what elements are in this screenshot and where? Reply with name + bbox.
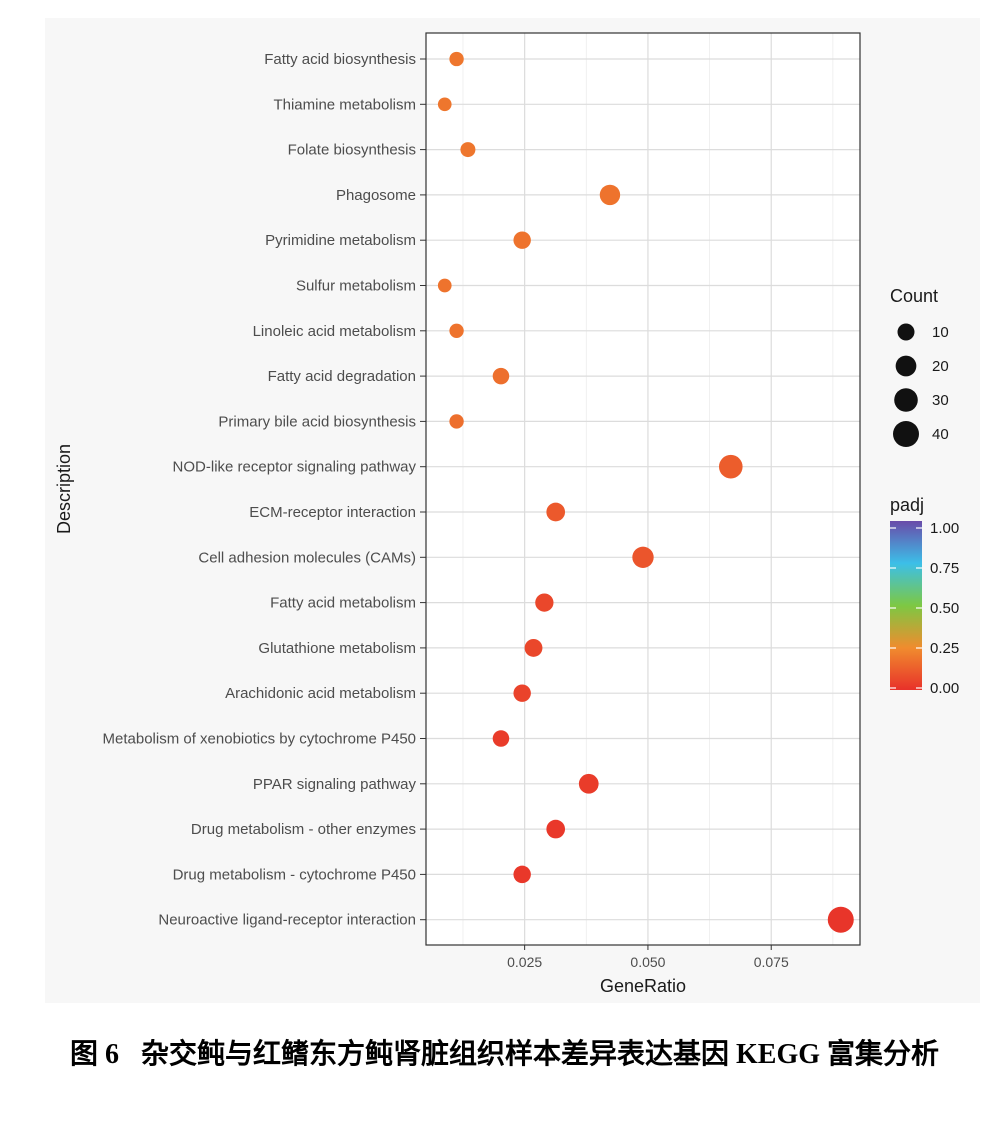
data-point: [599, 184, 621, 206]
category-label: NOD-like receptor signaling pathway: [173, 459, 417, 476]
category-label: Thiamine metabolism: [273, 96, 416, 113]
figure-number: 图 6: [70, 1039, 120, 1070]
data-point: [546, 819, 566, 839]
category-label: Fatty acid biosynthesis: [264, 51, 416, 68]
count-legend-label: 30: [932, 392, 949, 409]
count-legend-dot: [897, 323, 915, 341]
data-point: [460, 142, 476, 158]
plot-panel: [426, 33, 860, 945]
data-point: [827, 906, 854, 933]
x-tick-label: 0.025: [507, 954, 542, 970]
category-label: Glutathione metabolism: [258, 640, 416, 657]
padj-legend-label: 0.50: [930, 600, 959, 617]
count-legend-dot: [894, 388, 918, 412]
count-legend-label: 20: [932, 358, 949, 375]
category-label: Primary bile acid biosynthesis: [218, 413, 416, 430]
category-label: Pyrimidine metabolism: [265, 232, 416, 249]
data-point: [524, 638, 543, 657]
data-point: [513, 684, 531, 702]
data-point: [513, 231, 531, 249]
category-label: Drug metabolism - other enzymes: [191, 821, 416, 838]
category-label: Neuroactive ligand-receptor interaction: [158, 912, 416, 929]
padj-legend-label: 0.75: [930, 560, 959, 577]
x-axis-title: GeneRatio: [600, 976, 686, 996]
category-label: Phagosome: [336, 187, 416, 204]
data-point: [492, 367, 510, 385]
data-point: [578, 773, 599, 794]
data-point: [513, 865, 531, 884]
padj-legend-label: 0.00: [930, 680, 959, 697]
caption-text: 杂交鲀与红鳍东方鲀肾脏组织样本差异表达基因 KEGG 富集分析: [141, 1039, 940, 1070]
data-point: [632, 546, 654, 568]
count-legend-label: 10: [932, 324, 949, 341]
data-point: [449, 323, 464, 338]
count-legend-dot: [895, 355, 917, 377]
category-labels: Fatty acid biosynthesis Thiamine metaboli…: [103, 51, 426, 929]
category-label: Drug metabolism - cytochrome P450: [173, 866, 416, 883]
padj-legend-label: 1.00: [930, 520, 959, 537]
data-point: [437, 97, 452, 112]
x-tick-label: 0.075: [754, 954, 789, 970]
count-legend-dot: [893, 421, 919, 447]
padj-colorbar: [890, 521, 922, 690]
figure-caption: 图 6 杂交鲀与红鳍东方鲀肾脏组织样本差异表达基因 KEGG 富集分析: [70, 1030, 970, 1080]
plot-border: [425, 32, 861, 946]
category-label: Cell adhesion molecules (CAMs): [198, 549, 416, 566]
x-tick-label: 0.050: [630, 954, 665, 970]
kegg-dot-plot: Fatty acid biosynthesis Thiamine metaboli…: [54, 32, 960, 996]
data-point: [437, 278, 452, 293]
x-axis-ticks: 0.025 0.050 0.075: [507, 945, 789, 970]
padj-legend-label: 0.25: [930, 640, 959, 657]
data-point: [718, 454, 743, 479]
data-point: [535, 593, 554, 612]
grid-lines: [426, 33, 860, 945]
category-label: Folate biosynthesis: [288, 142, 416, 159]
count-legend-title: Count: [890, 286, 938, 306]
count-legend-label: 40: [932, 426, 949, 443]
data-point: [492, 730, 510, 747]
count-legend: 10 20 30 40: [893, 323, 949, 447]
category-label: Linoleic acid metabolism: [253, 323, 416, 340]
category-label: Metabolism of xenobiotics by cytochrome …: [103, 731, 416, 748]
category-label: Arachidonic acid metabolism: [225, 685, 416, 702]
data-points: [437, 51, 854, 933]
category-label: PPAR signaling pathway: [253, 776, 417, 793]
data-point: [449, 414, 464, 429]
padj-legend-title: padj: [890, 495, 924, 515]
category-label: Sulfur metabolism: [296, 278, 416, 295]
data-point: [449, 51, 464, 67]
category-label: Fatty acid degradation: [268, 368, 416, 385]
category-label: ECM-receptor interaction: [249, 504, 416, 521]
y-axis-title: Description: [54, 444, 74, 534]
padj-legend: 1.00 0.75 0.50 0.25 0.00: [890, 520, 959, 697]
category-label: Fatty acid metabolism: [270, 595, 416, 612]
data-point: [546, 502, 566, 522]
